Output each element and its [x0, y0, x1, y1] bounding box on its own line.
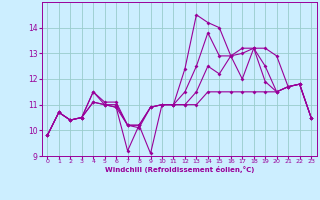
- X-axis label: Windchill (Refroidissement éolien,°C): Windchill (Refroidissement éolien,°C): [105, 166, 254, 173]
